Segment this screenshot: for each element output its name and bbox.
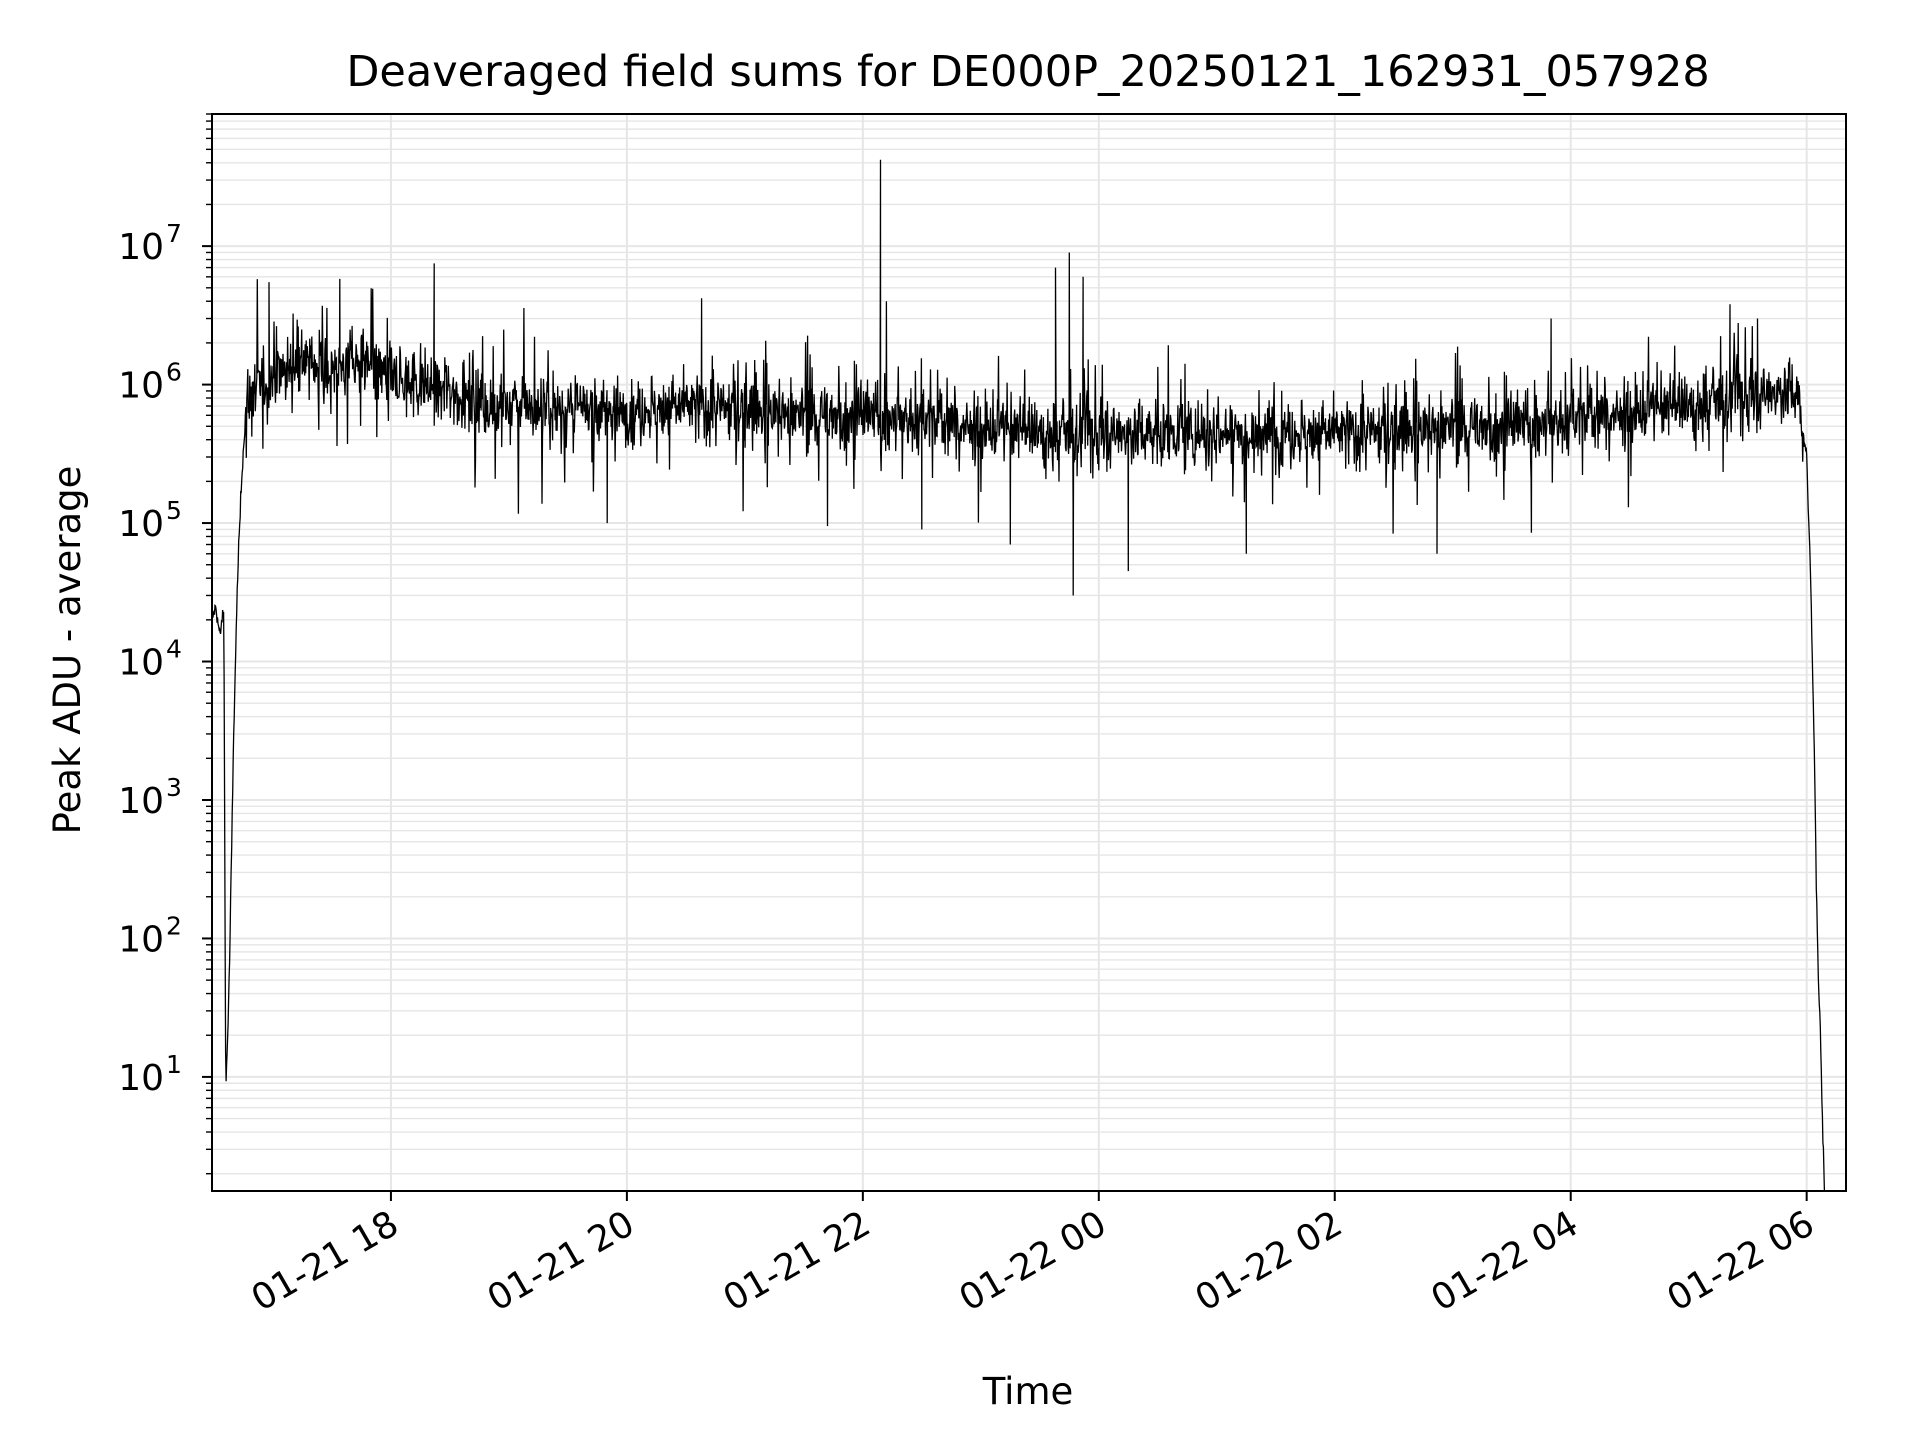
y-tick-label: 10 [118,504,164,545]
y-tick-label: 10 [118,366,164,407]
major-gridlines [212,114,1846,1191]
plot-frame [211,113,1847,1192]
y-tick-label: 10 [118,1058,164,1099]
y-tick-exponent: 1 [166,1050,182,1079]
y-tick-exponent: 4 [166,635,182,664]
y-tick-exponent: 3 [166,773,182,802]
series-line [211,159,1826,1192]
y-tick-exponent: 5 [166,496,182,525]
y-tick-exponent: 6 [166,358,182,387]
y-tick-label: 10 [118,781,164,822]
series-group [211,159,1826,1192]
x-axis-label: Time [982,1370,1074,1413]
y-axis-label: Peak ADU - average [46,466,89,835]
y-tick-label: 10 [118,643,164,684]
y-tick-label: 10 [118,227,164,268]
chart-title: Deaveraged field sums for DE000P_2025012… [346,47,1709,97]
y-tick-exponent: 7 [166,219,182,248]
y-tick-label: 10 [118,919,164,960]
y-tick-exponent: 2 [166,911,182,940]
